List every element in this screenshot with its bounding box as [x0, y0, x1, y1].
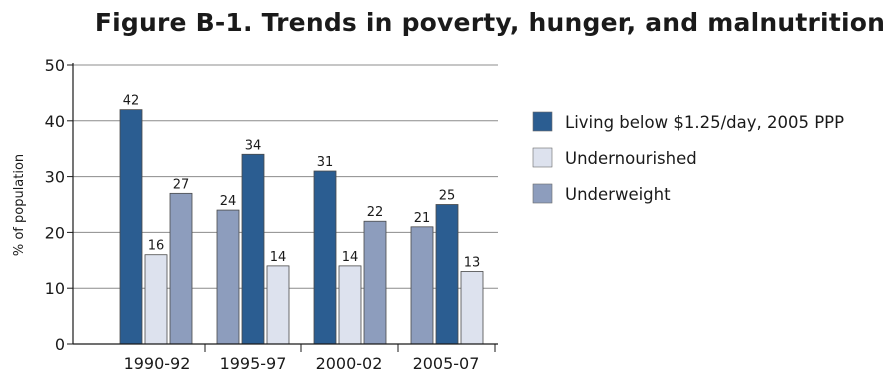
y-tick-label-20: 20 [45, 223, 65, 242]
data-labels: 42 16 27 24 34 14 31 14 22 21 25 13 [123, 94, 481, 271]
y-tick-label-40: 40 [45, 112, 65, 131]
bar-1995-97-s0 [241, 153, 265, 345]
x-tick-label-2000-02: 2000-02 [316, 354, 383, 373]
bar-1990-92-s0 [119, 109, 143, 345]
y-tick-label-50: 50 [45, 56, 65, 75]
y-tick-label-0: 0 [55, 335, 65, 354]
bar-2000-02-s0 [313, 170, 337, 345]
data-label-2005-07-s2: 21 [414, 211, 431, 226]
x-tick-label-1990-92: 1990-92 [124, 354, 191, 373]
axes: 0 10 20 30 40 50 1990-92 1995-97 2000-02 2005-07 [45, 56, 498, 373]
legend-swatch-0 [532, 111, 553, 132]
data-label-1995-97-s2: 24 [220, 194, 237, 209]
y-tick-label-10: 10 [45, 279, 65, 298]
y-axis-label: % of population [12, 154, 27, 256]
bar-2005-07-s2 [410, 226, 434, 345]
bar-1995-97-s2 [216, 209, 240, 345]
legend-swatch-2 [532, 183, 553, 204]
data-label-1990-92-s1: 16 [148, 239, 165, 254]
data-label-2005-07-s1: 13 [464, 255, 481, 270]
legend-label-1: Undernourished [565, 149, 697, 168]
bar-2005-07-s0 [435, 204, 459, 345]
data-label-1995-97-s1: 14 [270, 250, 287, 265]
bar-1995-97-s1 [266, 265, 290, 345]
data-label-1990-92-s0: 42 [123, 94, 140, 109]
legend-swatch-1 [532, 147, 553, 168]
x-tick-label-1995-97: 1995-97 [220, 354, 287, 373]
legend: Living below $1.25/day, 2005 PPP Undernou… [532, 111, 844, 204]
x-tick-label-2005-07: 2005-07 [413, 354, 480, 373]
bar-2000-02-s2 [363, 220, 387, 345]
bar-2000-02-s1 [338, 265, 362, 345]
data-label-2000-02-s1: 14 [342, 250, 359, 265]
legend-label-2: Underweight [565, 185, 671, 204]
data-label-2000-02-s2: 22 [367, 205, 384, 220]
legend-label-0: Living below $1.25/day, 2005 PPP [565, 113, 844, 132]
bar-2005-07-s1 [460, 271, 484, 345]
data-label-1995-97-s0: 34 [245, 138, 262, 153]
data-label-1990-92-s2: 27 [173, 177, 190, 192]
bars [119, 109, 484, 345]
chart-title: Figure B-1. Trends in poverty, hunger, a… [94, 8, 886, 37]
bar-1990-92-s2 [169, 192, 193, 345]
data-label-2000-02-s0: 31 [317, 155, 334, 170]
y-tick-label-30: 30 [45, 168, 65, 187]
bar-1990-92-s1 [144, 254, 168, 345]
data-label-2005-07-s0: 25 [439, 189, 456, 204]
